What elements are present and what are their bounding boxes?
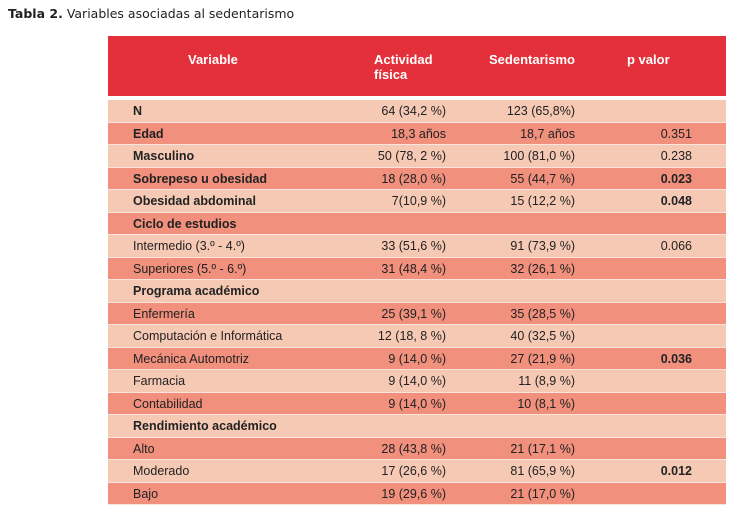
header-actividad-line2: física [374,67,408,82]
row-label: Farmacia [133,374,186,388]
cell-actividad: 50 (78, 2 %) [377,149,446,163]
header-variable: Variable [188,52,238,67]
table-row: Programa académico [108,280,726,303]
row-label: Masculino [133,149,195,163]
cell-sedentarismo: 18,7 años [520,126,575,141]
header-p-valor: p valor [627,52,670,67]
cell-actividad: 33 (51,6 %) [381,239,446,253]
row-label: Ciclo de estudios [133,216,237,231]
caption-prefix: Tabla 2. [8,6,63,21]
row-label: Programa académico [133,284,260,298]
row-label: Edad [133,126,164,141]
table-row: Alto 28 (43,8 %) 21 (17,1 %) [108,437,726,460]
row-label: N [133,104,143,118]
cell-actividad: 18 (28,0 %) [381,171,446,186]
table-row: Moderado 17 (26,6 %) 81 (65,9 %) 0.012 [108,460,726,483]
table-row: Computación e Informática 12 (18, 8 %) 40 … [108,325,726,348]
table-row: Superiores (5.º - 6.º) 31 (48,4 %) 32 (26,… [108,257,726,280]
cell-actividad: 12 (18, 8 %) [377,329,446,343]
table-row: Bajo 19 (29,6 %) 21 (17,0 %) [108,482,726,505]
header-actividad: Actividad física [374,52,433,82]
row-label: Intermedio (3.º - 4.º) [133,239,245,253]
table-row: Farmacia 9 (14,0 %) 11 (8,9 %) [108,370,726,393]
table-body: N 64 (34,2 %) 123 (65,8%) Edad 18,3 años 18,7… [108,100,726,505]
row-label: Computación e Informática [133,329,283,343]
cell-sedentarismo: 35 (28,5 %) [510,306,575,321]
table-row: Ciclo de estudios [108,212,726,235]
row-label: Moderado [133,464,190,478]
table-row: Rendimiento académico [108,415,726,438]
row-label: Sobrepeso u obesidad [133,171,268,186]
cell-actividad: 19 (29,6 %) [381,486,446,501]
cell-sedentarismo: 11 (8,9 %) [518,374,575,388]
cell-actividad: 17 (26,6 %) [381,464,446,478]
row-label: Contabilidad [133,396,203,411]
header-sedentarismo: Sedentarismo [489,52,575,67]
table-row: Contabilidad 9 (14,0 %) 10 (8,1 %) [108,392,726,415]
cell-sedentarismo: 40 (32,5 %) [510,329,575,343]
table-row: Enfermería 25 (39,1 %) 35 (28,5 %) [108,302,726,325]
cell-p-valor: 0.066 [660,239,692,253]
cell-sedentarismo: 91 (73,9 %) [510,239,575,253]
cell-actividad: 9 (14,0 %) [388,351,446,366]
row-label: Enfermería [133,306,195,321]
cell-sedentarismo: 81 (65,9 %) [510,464,575,478]
cell-actividad: 7(10,9 %) [391,194,446,208]
caption-text: Variables asociadas al sedentarismo [66,6,295,21]
cell-p-valor: 0.023 [660,171,692,186]
cell-actividad: 64 (34,2 %) [381,104,446,118]
table-row: Masculino 50 (78, 2 %) 100 (81,0 %) 0.238 [108,145,726,168]
table-row: Intermedio (3.º - 4.º) 33 (51,6 %) 91 (73,… [108,235,726,258]
cell-sedentarismo: 10 (8,1 %) [517,396,575,411]
cell-p-valor: 0.048 [660,194,692,208]
row-label: Alto [133,441,155,456]
cell-sedentarismo: 123 (65,8%) [506,104,575,118]
table-row: Edad 18,3 años 18,7 años 0.351 [108,122,726,145]
cell-actividad: 9 (14,0 %) [388,396,446,411]
cell-actividad: 18,3 años [391,126,446,141]
cell-p-valor: 0.238 [660,149,692,163]
cell-p-valor: 0.351 [660,126,692,141]
cell-p-valor: 0.036 [660,351,692,366]
row-label: Mecánica Automotriz [133,351,250,366]
cell-sedentarismo: 27 (21,9 %) [510,351,575,366]
cell-sedentarismo: 32 (26,1 %) [510,261,575,276]
cell-sedentarismo: 55 (44,7 %) [510,171,575,186]
header-gap [108,96,726,100]
table-row: Sobrepeso u obesidad 18 (28,0 %) 55 (44,7 … [108,167,726,190]
cell-actividad: 28 (43,8 %) [381,441,446,456]
cell-sedentarismo: 21 (17,0 %) [510,486,575,501]
cell-actividad: 31 (48,4 %) [381,261,446,276]
header-actividad-line1: Actividad [374,52,433,67]
cell-sedentarismo: 21 (17,1 %) [510,441,575,456]
row-label: Rendimiento académico [133,419,277,433]
row-label: Superiores (5.º - 6.º) [133,261,247,276]
cell-p-valor: 0.012 [660,464,692,478]
cell-sedentarismo: 15 (12,2 %) [510,194,575,208]
cell-actividad: 25 (39,1 %) [381,306,446,321]
row-label: Obesidad abdominal [133,194,256,208]
variables-table: Variable Actividad física Sedentarismo p… [108,36,726,505]
row-label: Bajo [133,486,159,501]
table-header: Variable Actividad física Sedentarismo p… [108,36,726,96]
cell-actividad: 9 (14,0 %) [388,374,446,388]
table-caption: Tabla 2. Variables asociadas al sedentar… [8,6,294,21]
table-row: Obesidad abdominal 7(10,9 %) 15 (12,2 %) 0.… [108,190,726,213]
table-row: N 64 (34,2 %) 123 (65,8%) [108,100,726,123]
table-row: Mecánica Automotriz 9 (14,0 %) 27 (21,9 %)… [108,347,726,370]
cell-sedentarismo: 100 (81,0 %) [503,149,575,163]
